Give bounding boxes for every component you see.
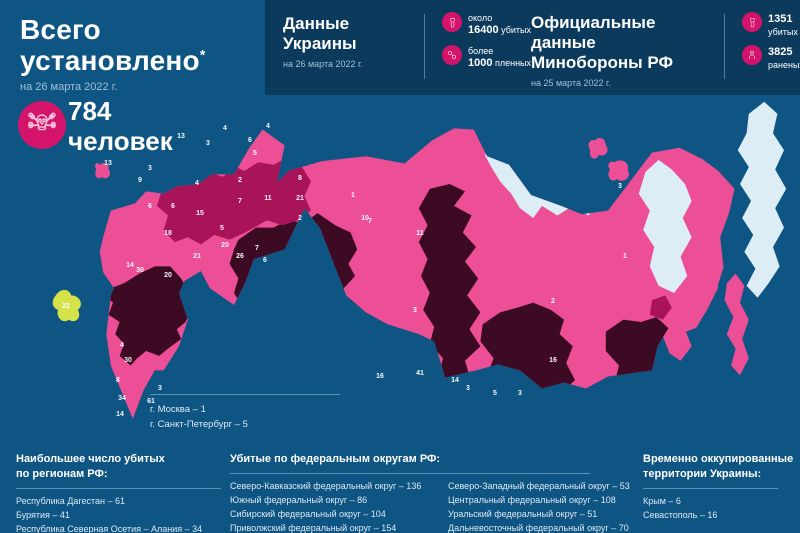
svg-text:9: 9 — [138, 177, 142, 184]
svg-text:4: 4 — [223, 125, 227, 132]
svg-text:14: 14 — [116, 411, 124, 418]
svg-text:4: 4 — [120, 342, 124, 349]
svg-text:2: 2 — [298, 215, 302, 222]
svg-text:16: 16 — [549, 357, 557, 364]
svg-text:15: 15 — [196, 210, 204, 217]
svg-text:5: 5 — [253, 150, 257, 157]
svg-text:5: 5 — [493, 390, 497, 397]
svg-text:21: 21 — [296, 195, 304, 202]
svg-text:5: 5 — [220, 225, 224, 232]
svg-text:2: 2 — [551, 298, 555, 305]
svg-text:3: 3 — [618, 183, 622, 190]
svg-text:1: 1 — [351, 192, 355, 199]
svg-text:13: 13 — [177, 133, 185, 140]
svg-text:6: 6 — [171, 203, 175, 210]
svg-text:6: 6 — [148, 203, 152, 210]
svg-text:16: 16 — [376, 373, 384, 380]
svg-text:34: 34 — [118, 395, 126, 402]
svg-text:30: 30 — [136, 267, 144, 274]
svg-text:7: 7 — [238, 198, 242, 205]
svg-text:13: 13 — [104, 160, 112, 167]
svg-text:11: 11 — [264, 195, 272, 202]
svg-text:30: 30 — [124, 357, 132, 364]
svg-text:1: 1 — [623, 253, 627, 260]
svg-text:3: 3 — [518, 390, 522, 397]
svg-text:20: 20 — [164, 272, 172, 279]
svg-text:8: 8 — [116, 377, 120, 384]
svg-text:4: 4 — [266, 123, 270, 130]
svg-text:7: 7 — [255, 245, 259, 252]
svg-text:3: 3 — [148, 165, 152, 172]
svg-text:41: 41 — [416, 370, 424, 377]
svg-text:14: 14 — [451, 377, 459, 384]
svg-text:2: 2 — [238, 177, 242, 184]
svg-text:26: 26 — [236, 253, 244, 260]
svg-text:22: 22 — [62, 303, 70, 310]
svg-text:7: 7 — [368, 218, 372, 225]
svg-text:14: 14 — [126, 262, 134, 269]
svg-text:18: 18 — [164, 230, 172, 237]
svg-text:21: 21 — [193, 253, 201, 260]
svg-text:3: 3 — [466, 385, 470, 392]
svg-text:8: 8 — [298, 175, 302, 182]
svg-text:11: 11 — [416, 230, 424, 237]
svg-text:3: 3 — [206, 140, 210, 147]
svg-text:3: 3 — [158, 385, 162, 392]
svg-text:4: 4 — [195, 180, 199, 187]
svg-text:20: 20 — [221, 242, 229, 249]
svg-text:3: 3 — [413, 307, 417, 314]
svg-text:6: 6 — [248, 137, 252, 144]
svg-text:6: 6 — [263, 257, 267, 264]
